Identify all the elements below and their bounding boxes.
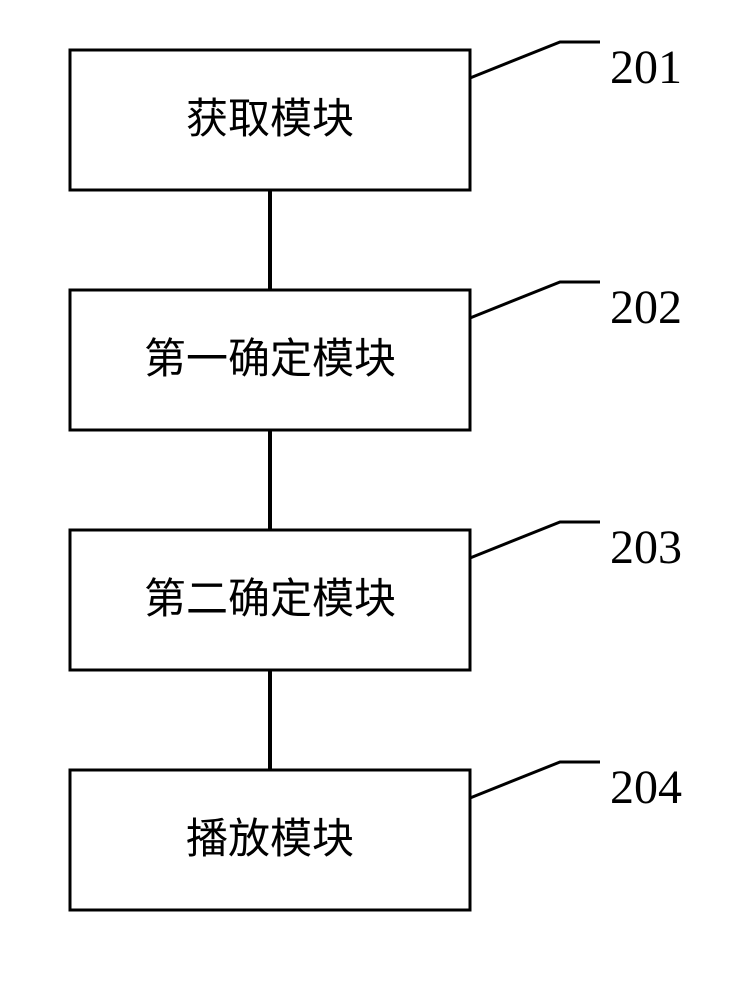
leader-line (470, 282, 600, 318)
flow-node: 第二确定模块 203 (70, 521, 682, 670)
flow-node: 第一确定模块 202 (70, 281, 682, 430)
node-number: 203 (610, 521, 682, 574)
leader-line (470, 762, 600, 798)
node-number: 202 (610, 281, 682, 334)
node-label: 播放模块 (186, 817, 354, 863)
flow-node: 获取模块 201 (70, 41, 682, 190)
node-label: 第二确定模块 (144, 576, 396, 623)
node-label: 获取模块 (186, 97, 354, 143)
node-number: 204 (610, 761, 682, 814)
leader-line (470, 522, 600, 558)
flow-node: 播放模块 204 (70, 761, 682, 910)
node-number: 201 (610, 41, 682, 94)
node-label: 第一确定模块 (144, 336, 396, 383)
leader-line (470, 42, 600, 78)
flowchart-canvas: 获取模块 201 第一确定模块 202 第二确定模块 203 播放模块 204 (0, 0, 746, 983)
